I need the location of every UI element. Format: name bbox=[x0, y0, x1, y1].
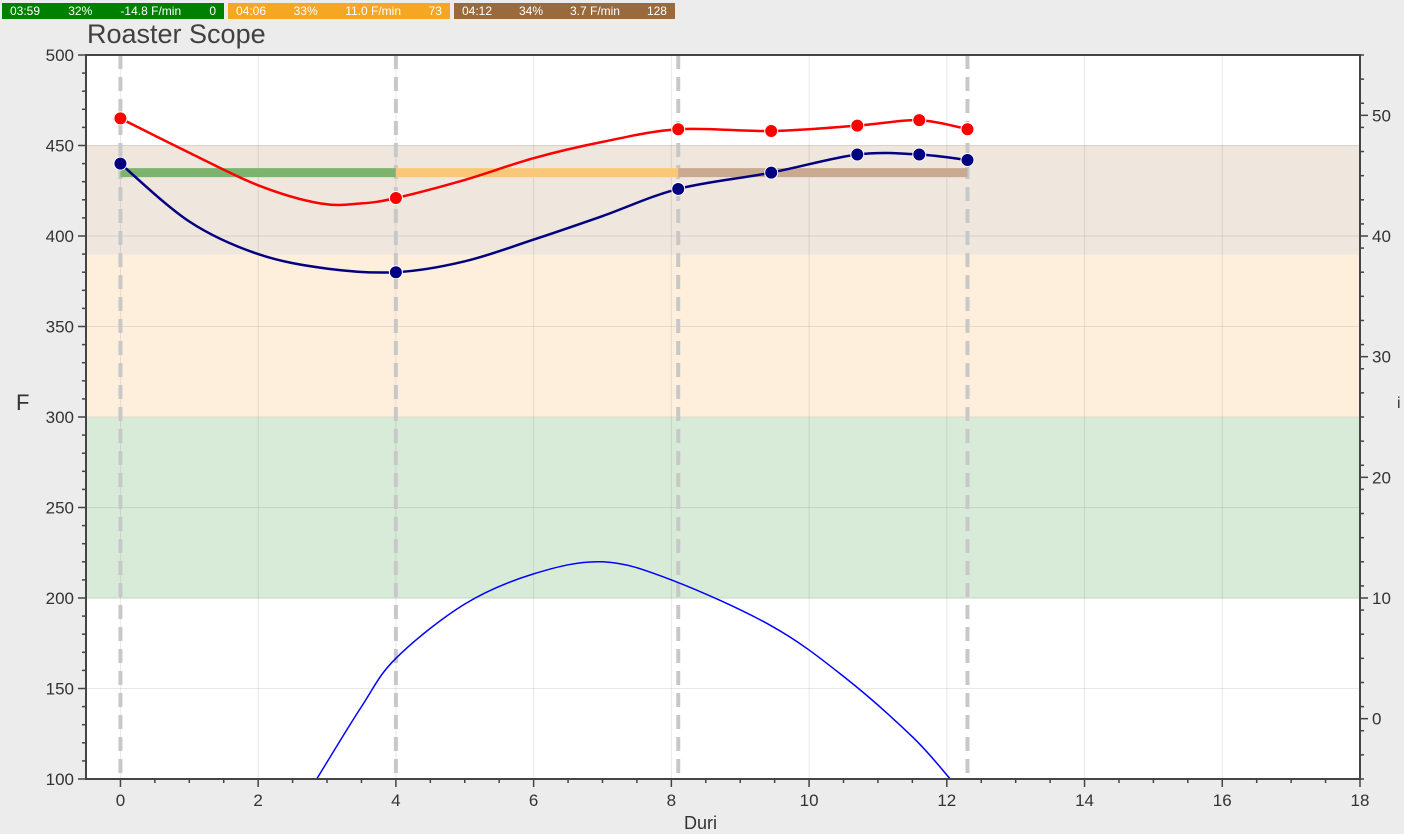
x-tick-label: 2 bbox=[253, 791, 262, 810]
phase-bar-drying: 03:59 32% -14.8 F/min 0 bbox=[2, 3, 224, 19]
data-point bbox=[850, 118, 865, 133]
data-point bbox=[960, 122, 975, 137]
y-tick-label: 500 bbox=[46, 46, 74, 65]
data-point bbox=[912, 147, 927, 162]
y2-axis-label: i bbox=[1397, 395, 1401, 412]
phase-count: 128 bbox=[646, 4, 667, 18]
x-tick-label: 0 bbox=[116, 791, 125, 810]
x-tick-label: 8 bbox=[667, 791, 676, 810]
data-point bbox=[764, 165, 779, 180]
phase-time: 04:12 bbox=[462, 4, 493, 18]
y-tick-label: 150 bbox=[46, 680, 74, 699]
phase-ror: 3.7 F/min bbox=[569, 4, 620, 18]
data-point bbox=[388, 265, 403, 280]
data-point bbox=[912, 113, 927, 128]
y2-tick-label: 30 bbox=[1372, 348, 1391, 367]
x-tick-label: 6 bbox=[529, 791, 538, 810]
x-tick-label: 4 bbox=[391, 791, 400, 810]
series-line bbox=[119, 117, 968, 207]
data-point bbox=[388, 190, 403, 205]
zone-band bbox=[85, 253, 1361, 418]
y-tick-label: 300 bbox=[46, 408, 74, 427]
chart-title: Roaster Scope bbox=[87, 19, 266, 49]
x-tick-label: 16 bbox=[1213, 791, 1232, 810]
phase-count: 73 bbox=[428, 4, 442, 18]
phase-ror: 11.0 F/min bbox=[345, 4, 402, 18]
data-point bbox=[764, 124, 779, 139]
y2-tick-label: 40 bbox=[1372, 227, 1391, 246]
y2-tick-label: 20 bbox=[1372, 468, 1391, 487]
data-point bbox=[850, 147, 865, 162]
x-tick-label: 18 bbox=[1351, 791, 1370, 810]
y2-tick-label: 0 bbox=[1372, 710, 1381, 729]
phase-bar-development: 04:12 34% 3.7 F/min 128 bbox=[454, 3, 675, 19]
series-line bbox=[119, 151, 968, 274]
zone-band bbox=[85, 416, 1361, 599]
y-tick-label: 250 bbox=[46, 499, 74, 518]
phase-percent: 33% bbox=[293, 4, 318, 18]
y2-tick-label: 50 bbox=[1372, 106, 1391, 125]
phase-bar-maillard: 04:06 33% 11.0 F/min 73 bbox=[228, 3, 450, 19]
y2-tick-label: 10 bbox=[1372, 589, 1391, 608]
phase-count: 0 bbox=[209, 4, 216, 18]
x-tick-label: 10 bbox=[800, 791, 819, 810]
phase-ror: -14.8 F/min bbox=[120, 4, 182, 18]
phase-time: 04:06 bbox=[236, 4, 267, 18]
phase-percent: 32% bbox=[68, 4, 93, 18]
phase-time: 03:59 bbox=[10, 4, 41, 18]
zone-band bbox=[85, 145, 1361, 255]
ror-line bbox=[316, 560, 951, 779]
data-point bbox=[113, 156, 128, 171]
x-tick-label: 12 bbox=[937, 791, 956, 810]
phase-percent: 34% bbox=[518, 4, 544, 18]
data-point bbox=[113, 111, 128, 126]
data-point bbox=[960, 152, 975, 167]
data-point bbox=[671, 122, 686, 137]
y-tick-label: 400 bbox=[46, 227, 74, 246]
x-tick-label: 14 bbox=[1075, 791, 1094, 810]
y-tick-label: 350 bbox=[46, 318, 74, 337]
y-axis-label: F bbox=[16, 390, 30, 415]
y-tick-label: 450 bbox=[46, 137, 74, 156]
y-tick-label: 100 bbox=[46, 770, 74, 789]
data-point bbox=[671, 181, 686, 196]
y-tick-label: 200 bbox=[46, 589, 74, 608]
